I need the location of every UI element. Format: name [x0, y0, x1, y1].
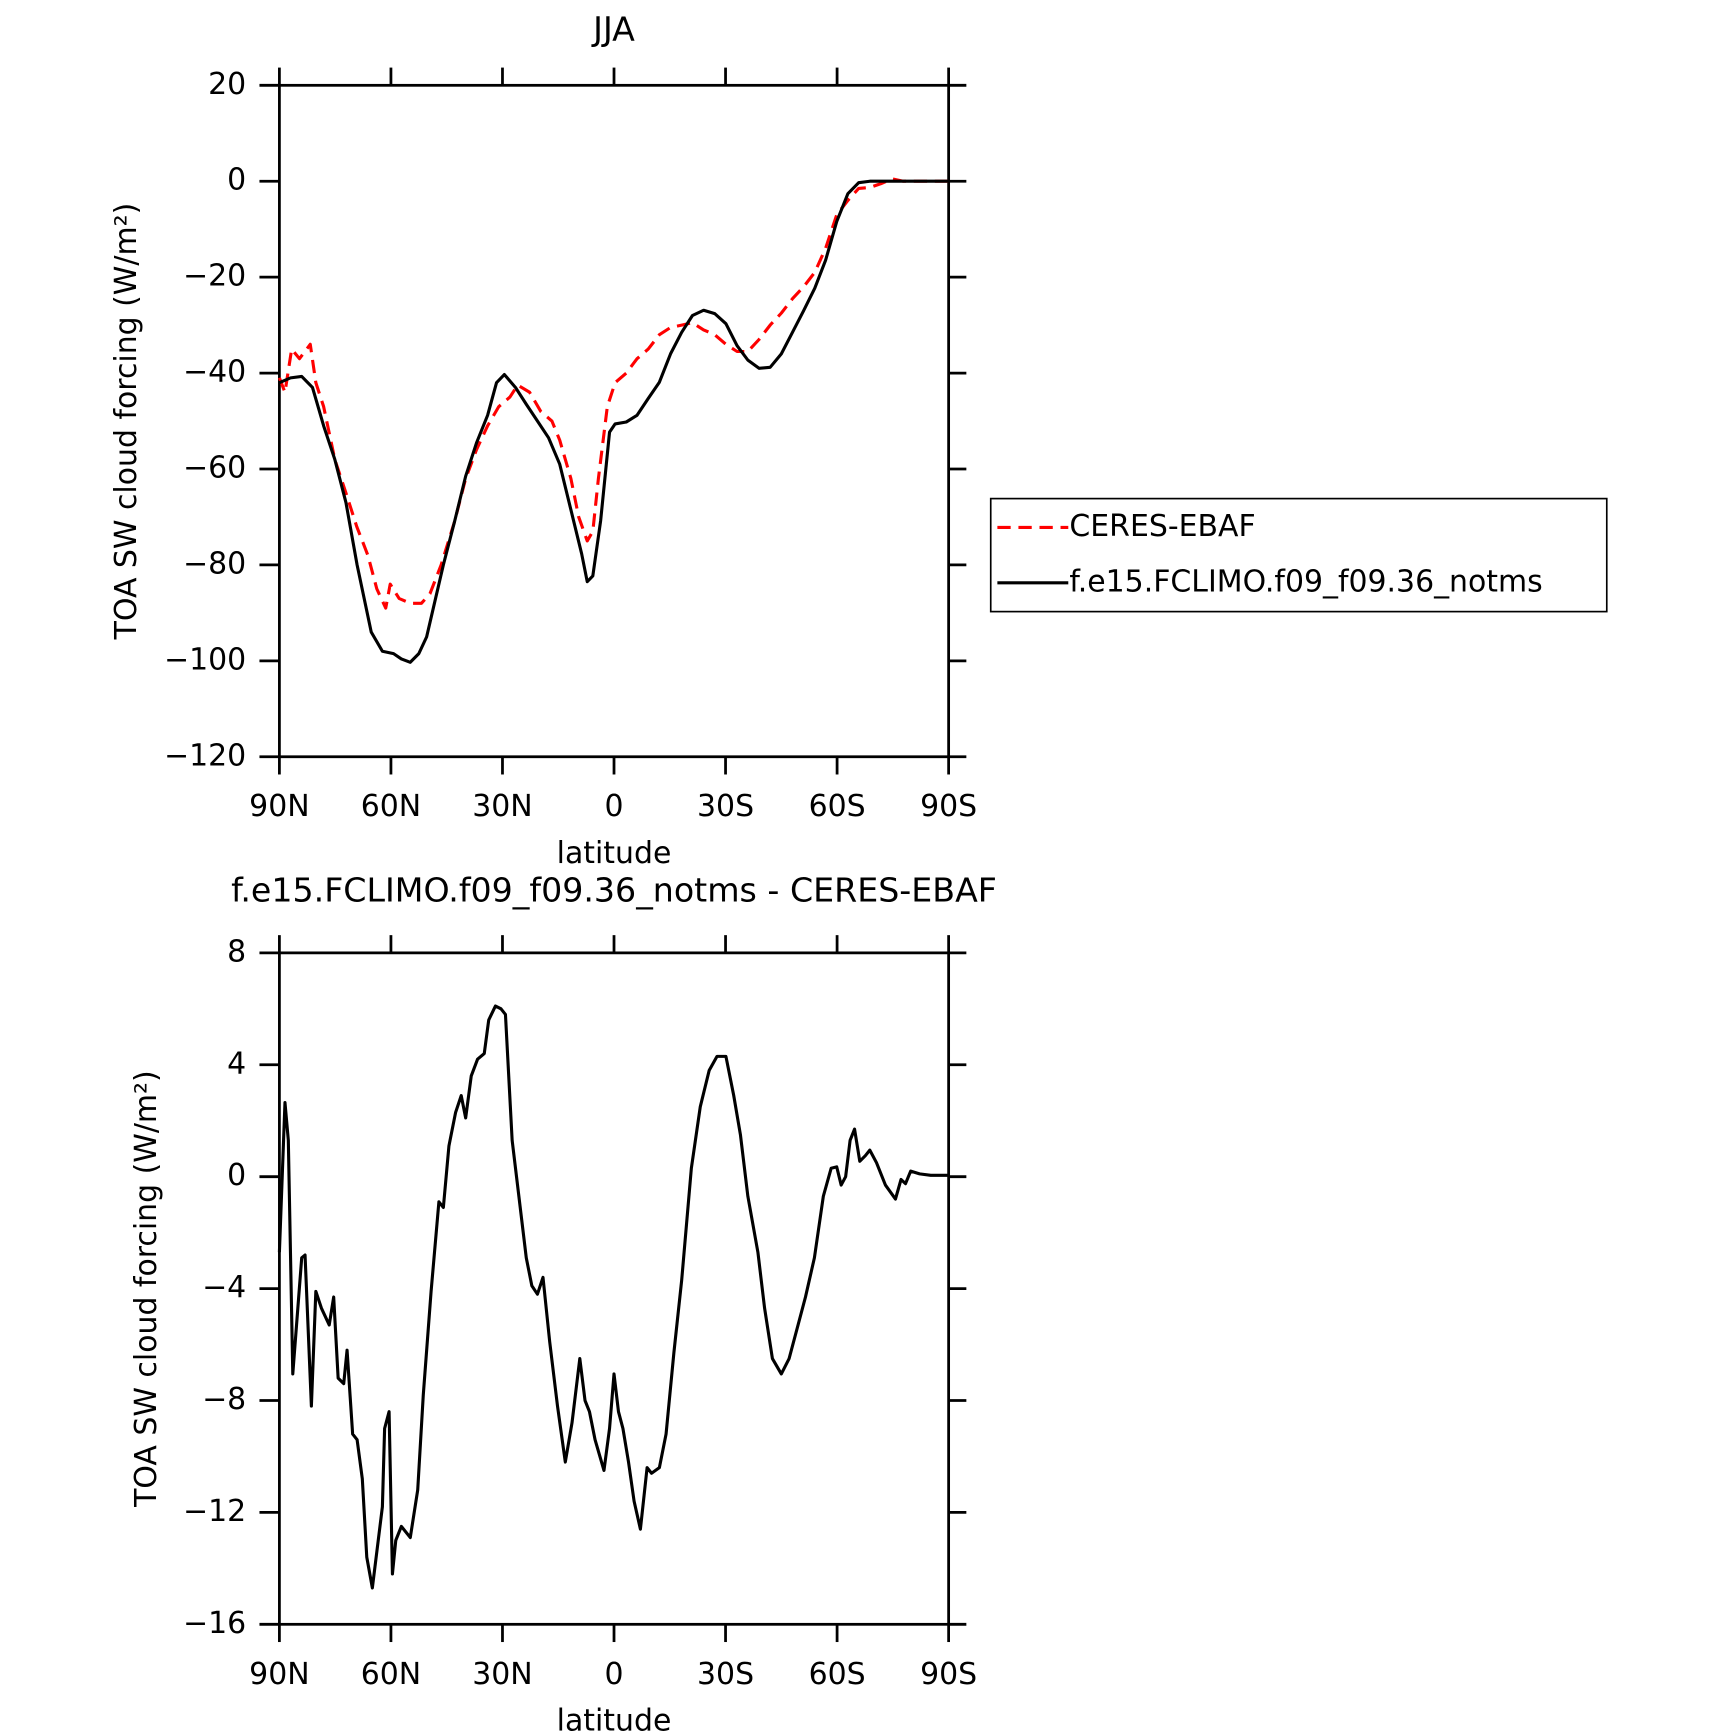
legend: CERES-EBAF f.e15.FCLIMO.f09_f09.36_notms	[989, 497, 1608, 613]
chart-title: JJA	[591, 10, 635, 49]
x-tick-label: 60S	[809, 789, 866, 824]
legend-box	[989, 497, 1608, 613]
x-tick-label: 60S	[809, 1657, 866, 1692]
y-tick-label: −16	[183, 1606, 246, 1641]
x-tick-label: 90N	[249, 1657, 309, 1692]
x-axis-label: latitude	[557, 1703, 672, 1734]
legend-label: f.e15.FCLIMO.f09_f09.36_notms	[1069, 564, 1542, 599]
y-tick-label: 0	[227, 163, 246, 198]
x-tick-label: 30S	[697, 1657, 754, 1692]
x-tick-label: 90S	[920, 1657, 977, 1692]
x-tick-label: 30N	[472, 1657, 532, 1692]
legend-label: CERES-EBAF	[1069, 509, 1255, 544]
data-line	[277, 1004, 949, 1590]
data-line	[278, 179, 949, 664]
y-tick-label: −100	[164, 642, 246, 677]
x-tick-label: 60N	[361, 1657, 421, 1692]
y-tick-label: 0	[227, 1158, 246, 1193]
y-tick-label: 20	[208, 67, 246, 102]
x-tick-label: 90S	[920, 789, 977, 824]
y-axis-label: TOA SW cloud forcing (W/m²)	[129, 1070, 164, 1508]
x-tick-label: 30N	[472, 789, 532, 824]
y-tick-label: −80	[183, 546, 246, 581]
y-tick-label: 4	[227, 1046, 246, 1081]
x-tick-label: 0	[604, 789, 623, 824]
chart-title: f.e15.FCLIMO.f09_f09.36_notms - CERES-EB…	[231, 870, 997, 909]
y-tick-label: −120	[164, 738, 246, 773]
y-tick-label: −60	[183, 450, 246, 485]
y-axis-label: TOA SW cloud forcing (W/m²)	[109, 203, 144, 641]
y-tick-label: −12	[183, 1494, 246, 1529]
plot-frame	[278, 83, 951, 759]
x-tick-label: 60N	[361, 789, 421, 824]
x-tick-label: 30S	[697, 789, 754, 824]
x-tick-label: 90N	[249, 789, 309, 824]
data-line	[277, 177, 949, 610]
y-tick-label: 8	[227, 934, 246, 969]
y-tick-label: −40	[183, 355, 246, 390]
y-tick-label: −8	[202, 1382, 246, 1417]
x-tick-label: 0	[604, 1657, 623, 1692]
y-tick-label: −4	[202, 1270, 246, 1305]
y-tick-label: −20	[183, 259, 246, 294]
x-axis-label: latitude	[557, 836, 672, 871]
